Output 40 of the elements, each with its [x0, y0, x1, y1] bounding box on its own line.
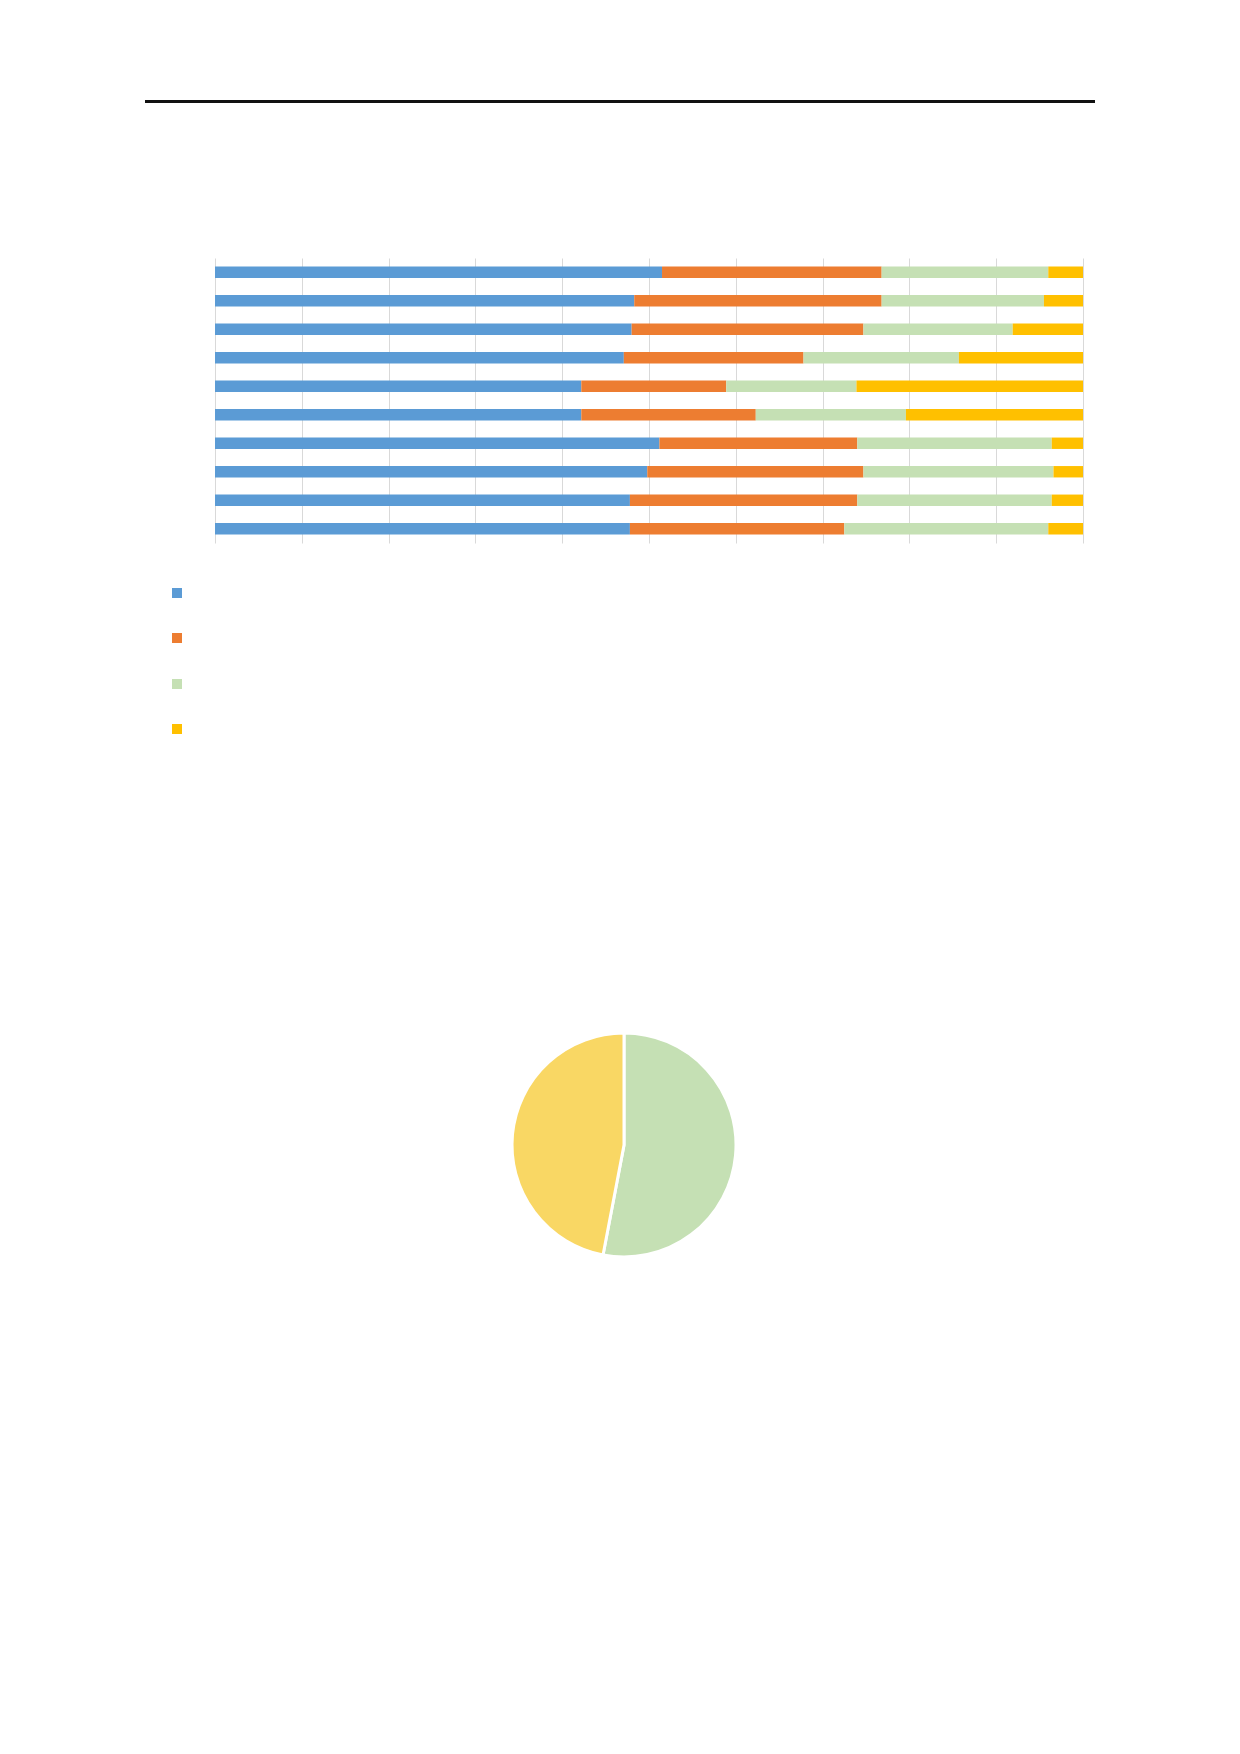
bar — [1051, 437, 1083, 449]
bar — [863, 466, 1054, 478]
bar — [662, 266, 882, 278]
bar — [1053, 466, 1083, 478]
bar — [215, 266, 663, 278]
bar — [215, 352, 624, 364]
bar — [1012, 323, 1083, 335]
bar — [623, 352, 804, 364]
bar — [905, 409, 1083, 421]
bar — [215, 380, 582, 392]
bar — [857, 437, 1052, 449]
bar — [803, 352, 959, 364]
bar — [215, 323, 632, 335]
bar — [881, 295, 1044, 307]
bar — [659, 437, 858, 449]
bar — [1048, 266, 1083, 278]
bar — [631, 323, 864, 335]
bar — [863, 323, 1013, 335]
bar — [1051, 494, 1083, 506]
bar — [634, 295, 882, 307]
bar — [856, 380, 1083, 392]
bar — [881, 266, 1049, 278]
bar — [958, 352, 1083, 364]
bar — [215, 409, 582, 421]
bar — [581, 409, 756, 421]
bar — [857, 494, 1052, 506]
bar — [215, 523, 630, 535]
bar — [629, 494, 858, 506]
bar — [215, 494, 630, 506]
bar — [647, 466, 864, 478]
bar — [215, 466, 648, 478]
bar — [215, 437, 660, 449]
bar — [726, 380, 857, 392]
bar — [755, 409, 906, 421]
bar — [1043, 295, 1083, 307]
bar — [1048, 523, 1083, 535]
bar — [581, 380, 727, 392]
bar — [844, 523, 1049, 535]
bar — [629, 523, 845, 535]
bar — [215, 295, 635, 307]
